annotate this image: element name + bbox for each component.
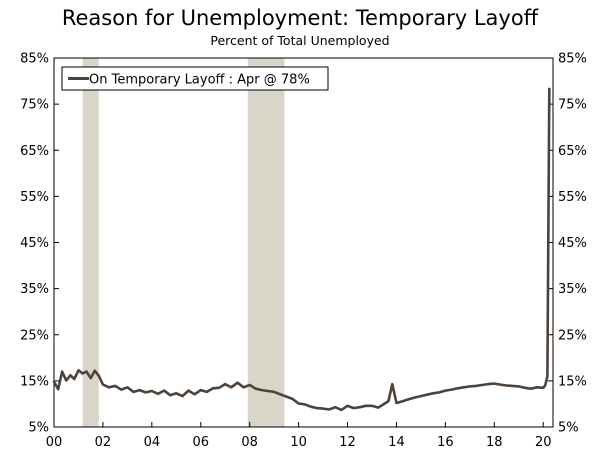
axis-ticks: 5% 5% 15% 15% 25% 25% 35% 35% 45% 45% 55% 55% 65% 65%… [20,52,587,451]
y-tick-label-left: 65% [20,144,49,159]
x-tick-label: 06 [192,435,209,450]
x-tick-label: 04 [144,435,161,450]
series-line-temporary-layoff [52,87,551,412]
y-tick-label-left: 85% [20,52,49,67]
y-tick-label-right: 35% [558,282,587,297]
x-tick-label: 14 [388,435,405,450]
y-tick-label-left: 75% [20,98,49,113]
chart-subtitle: Percent of Total Unemployed [210,33,390,48]
y-tick-label-right: 45% [558,236,587,251]
y-tick-label-right: 85% [558,52,587,67]
x-tick-label: 20 [535,435,552,450]
x-tick-label: 08 [241,435,258,450]
y-tick-label-right: 75% [558,98,587,113]
y-tick-label-left: 25% [20,328,49,343]
x-tick-label: 18 [486,435,503,450]
y-tick-label-left: 15% [20,374,49,389]
x-tick-label: 10 [290,435,307,450]
y-tick-label-right: 25% [558,328,587,343]
series-layer [52,87,551,412]
legend-box [61,66,329,91]
y-tick-label-left: 5% [28,421,49,436]
legend: On Temporary Layoff : Apr @ 78% [61,66,329,91]
recession-band-1 [82,58,99,427]
plot-frame [53,57,554,428]
y-tick-label-left: 35% [20,282,49,297]
y-tick-label-right: 5% [558,421,579,436]
y-tick-label-right: 15% [558,374,587,389]
y-tick-label-left: 55% [20,190,49,205]
x-tick-label: 00 [46,435,63,450]
recession-band-2 [247,58,285,427]
legend-label: On Temporary Layoff : Apr @ 78% [89,73,310,88]
recession-bands [82,58,285,427]
chart-title: Reason for Unemployment: Temporary Layof… [61,6,539,30]
x-tick-label: 12 [339,435,356,450]
y-tick-label-right: 65% [558,144,587,159]
y-tick-label-left: 45% [20,236,49,251]
y-tick-label-right: 55% [558,190,587,205]
x-tick-label: 16 [437,435,454,450]
x-tick-label: 02 [95,435,112,450]
